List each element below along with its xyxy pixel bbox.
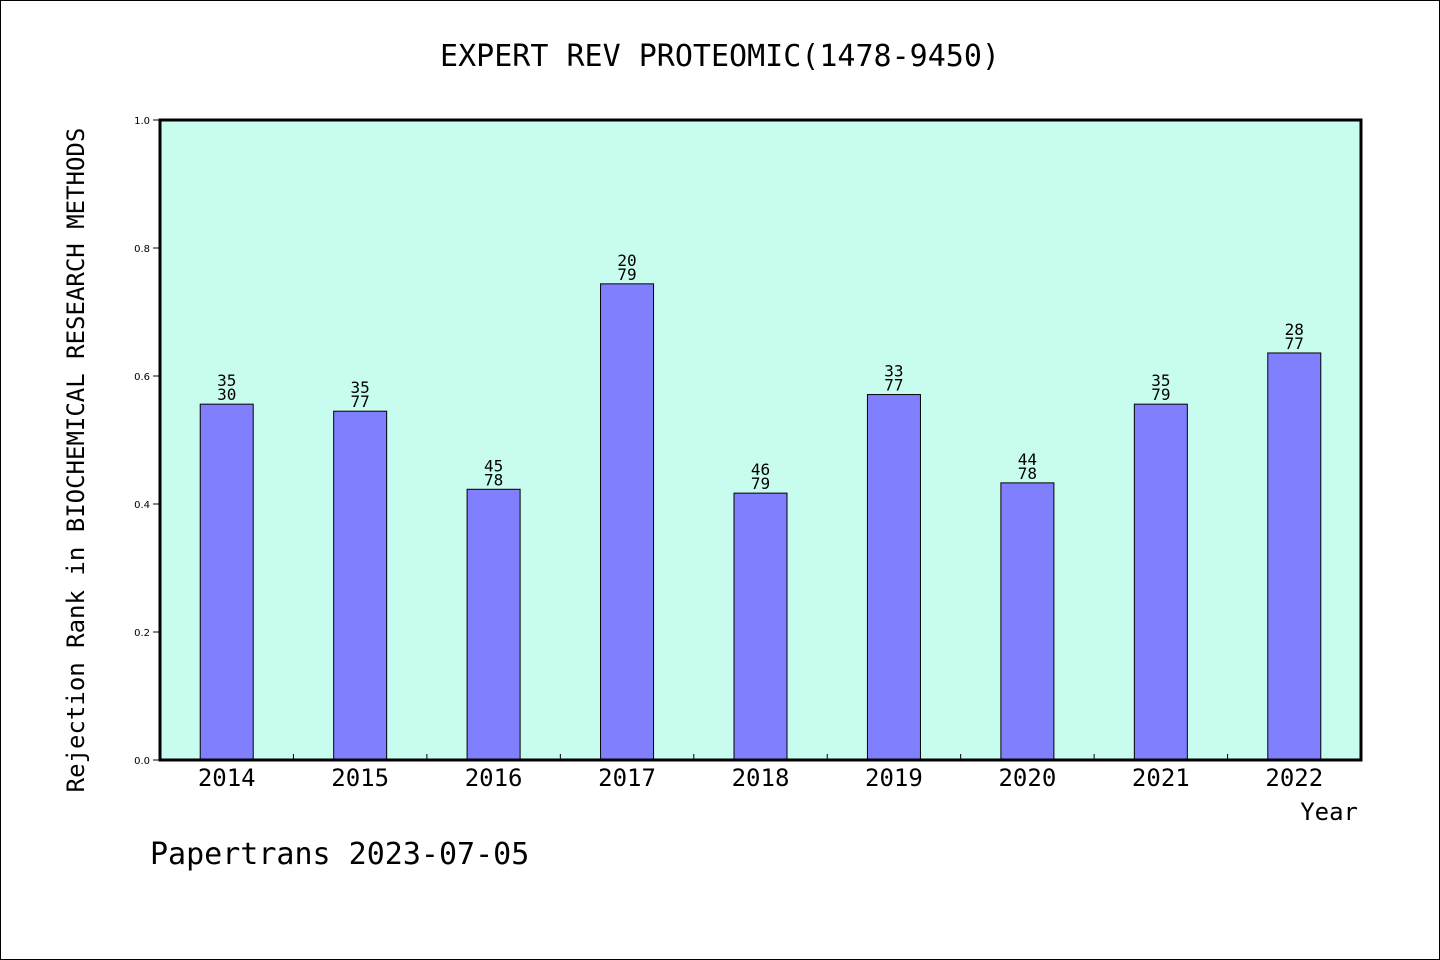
y-tick-label: 0.8 [134,244,150,255]
bar-label-top: 44 [1018,450,1037,469]
bar-2018 [733,492,788,761]
bar-label-bottom: 77 [884,376,903,395]
bar-2021 [1133,403,1188,761]
y-tick-label: 0.2 [134,628,150,639]
y-axis: 0.0 0.2 0.4 0.6 0.8 1.0 [134,116,160,767]
y-tick-label: 0.4 [134,500,150,511]
x-axis: 2014 2015 2016 2017 2018 2019 2020 2021 2022 [198,754,1323,792]
x-tick-label: 2020 [998,764,1056,792]
bar-label-top: 20 [617,251,636,270]
bar-label-top: 45 [484,456,503,475]
bar-label-bottom: 79 [1151,385,1170,404]
bar-label-top: 46 [751,460,770,479]
y-tick-label: 0.6 [134,372,150,383]
y-tick-label: 1.0 [134,116,150,127]
bar-2019 [866,394,921,761]
bar-label-bottom: 30 [217,385,236,404]
bar-label-bottom: 77 [351,392,370,411]
x-tick-label: 2016 [465,764,523,792]
bar-label-top: 35 [1151,371,1170,390]
x-tick-label: 2021 [1132,764,1190,792]
bar-2017 [600,283,655,761]
bar-2022 [1267,352,1322,761]
bar-label-bottom: 78 [484,470,503,489]
plot-border [158,118,1363,762]
y-tick-label: 0.0 [134,756,150,767]
bar-label-top: 35 [351,378,370,397]
bar-label-bottom: 79 [751,474,770,493]
x-tick-label: 2014 [198,764,256,792]
x-tick-label: 2022 [1265,764,1323,792]
x-tick-label: 2019 [865,764,923,792]
x-tick-label: 2018 [732,764,790,792]
bar-label-top: 35 [217,371,236,390]
bar-label-bottom: 77 [1285,334,1304,353]
bar-label-bottom: 78 [1018,464,1037,483]
x-axis-label: Year [1300,798,1358,826]
bar-label-top: 28 [1285,320,1304,339]
bar-2020 [1000,482,1055,761]
chart-title: EXPERT REV PROTEOMIC(1478-9450) [440,39,1000,74]
bar-label-top: 33 [884,362,903,381]
x-tick-label: 2017 [598,764,656,792]
x-tick-label: 2015 [331,764,389,792]
bar-2015 [333,410,388,761]
bar-label-bottom: 79 [617,265,636,284]
bar-2014 [199,403,254,761]
bar-2016 [466,488,521,761]
y-axis-label: Rejection Rank in BIOCHEMICAL RESEARCH M… [62,128,90,793]
credit-text: Papertrans 2023-07-05 [150,837,529,872]
